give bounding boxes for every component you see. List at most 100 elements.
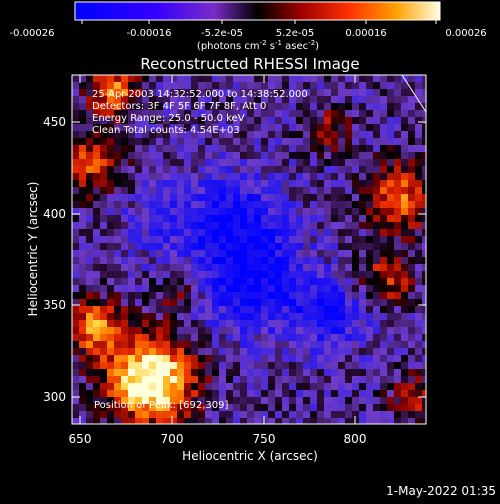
image-pixel	[310, 103, 318, 111]
image-pixel	[86, 96, 94, 104]
image-pixel	[422, 229, 426, 237]
image-pixel	[408, 292, 416, 300]
image-pixel	[170, 89, 178, 97]
image-pixel	[366, 194, 374, 202]
image-pixel	[296, 180, 304, 188]
image-pixel	[394, 201, 402, 209]
image-pixel	[268, 103, 276, 111]
image-pixel	[408, 348, 416, 356]
image-pixel	[107, 418, 115, 424]
image-pixel	[247, 124, 255, 132]
image-pixel	[366, 292, 374, 300]
image-pixel	[121, 404, 129, 412]
image-pixel	[100, 390, 108, 398]
image-pixel	[296, 257, 304, 265]
image-pixel	[422, 89, 426, 97]
image-pixel	[107, 313, 115, 321]
image-pixel	[261, 138, 269, 146]
image-pixel	[233, 75, 241, 83]
image-pixel	[331, 117, 339, 125]
image-pixel	[205, 82, 213, 90]
image-pixel	[205, 145, 213, 153]
image-pixel	[408, 250, 416, 258]
image-pixel	[310, 131, 318, 139]
image-pixel	[303, 306, 311, 314]
image-pixel	[86, 341, 94, 349]
image-pixel	[163, 355, 171, 363]
image-pixel	[149, 271, 157, 279]
image-pixel	[205, 341, 213, 349]
image-pixel	[282, 306, 290, 314]
image-pixel	[359, 376, 367, 384]
image-pixel	[408, 208, 416, 216]
image-pixel	[338, 411, 346, 419]
image-pixel	[156, 292, 164, 300]
image-pixel	[135, 299, 143, 307]
image-pixel	[184, 243, 192, 251]
image-pixel	[324, 75, 332, 83]
image-pixel	[408, 96, 416, 104]
image-pixel	[373, 208, 381, 216]
image-pixel	[163, 159, 171, 167]
image-pixel	[226, 159, 234, 167]
image-pixel	[380, 103, 388, 111]
image-pixel	[93, 145, 101, 153]
image-pixel	[79, 355, 87, 363]
image-pixel	[128, 299, 136, 307]
image-pixel	[296, 103, 304, 111]
image-pixel	[303, 271, 311, 279]
image-pixel	[422, 369, 426, 377]
image-pixel	[345, 285, 353, 293]
image-pixel	[163, 236, 171, 244]
image-pixel	[296, 138, 304, 146]
image-pixel	[317, 152, 325, 160]
image-pixel	[184, 110, 192, 118]
image-pixel	[366, 341, 374, 349]
image-pixel	[240, 306, 248, 314]
image-pixel	[366, 397, 374, 405]
image-pixel	[156, 159, 164, 167]
image-pixel	[107, 117, 115, 125]
image-pixel	[219, 376, 227, 384]
image-pixel	[394, 390, 402, 398]
image-pixel	[72, 306, 80, 314]
image-pixel	[338, 397, 346, 405]
image-pixel	[212, 299, 220, 307]
image-pixel	[170, 75, 178, 83]
image-pixel	[422, 376, 426, 384]
image-pixel	[268, 334, 276, 342]
image-pixel	[128, 138, 136, 146]
image-pixel	[86, 334, 94, 342]
image-pixel	[303, 264, 311, 272]
image-pixel	[121, 201, 129, 209]
image-pixel	[135, 117, 143, 125]
image-pixel	[296, 306, 304, 314]
image-pixel	[198, 243, 206, 251]
image-pixel	[128, 103, 136, 111]
image-pixel	[72, 313, 80, 321]
image-pixel	[128, 208, 136, 216]
image-pixel	[345, 362, 353, 370]
image-pixel	[142, 250, 150, 258]
image-pixel	[387, 306, 395, 314]
image-pixel	[149, 257, 157, 265]
image-pixel	[324, 418, 332, 424]
image-pixel	[373, 292, 381, 300]
image-pixel	[149, 369, 157, 377]
image-pixel	[72, 173, 80, 181]
image-pixel	[205, 383, 213, 391]
image-pixel	[72, 75, 80, 83]
image-pixel	[107, 299, 115, 307]
observation-annotations: 25-Apr-2003 14:32:52.000 to 14:38:52.000…	[92, 89, 308, 411]
image-pixel	[275, 145, 283, 153]
image-pixel	[394, 250, 402, 258]
image-pixel	[415, 82, 423, 90]
image-pixel	[387, 194, 395, 202]
image-pixel	[219, 306, 227, 314]
image-pixel	[240, 89, 248, 97]
image-pixel	[289, 208, 297, 216]
image-pixel	[310, 124, 318, 132]
image-pixel	[408, 390, 416, 398]
image-pixel	[247, 404, 255, 412]
image-pixel	[275, 124, 283, 132]
